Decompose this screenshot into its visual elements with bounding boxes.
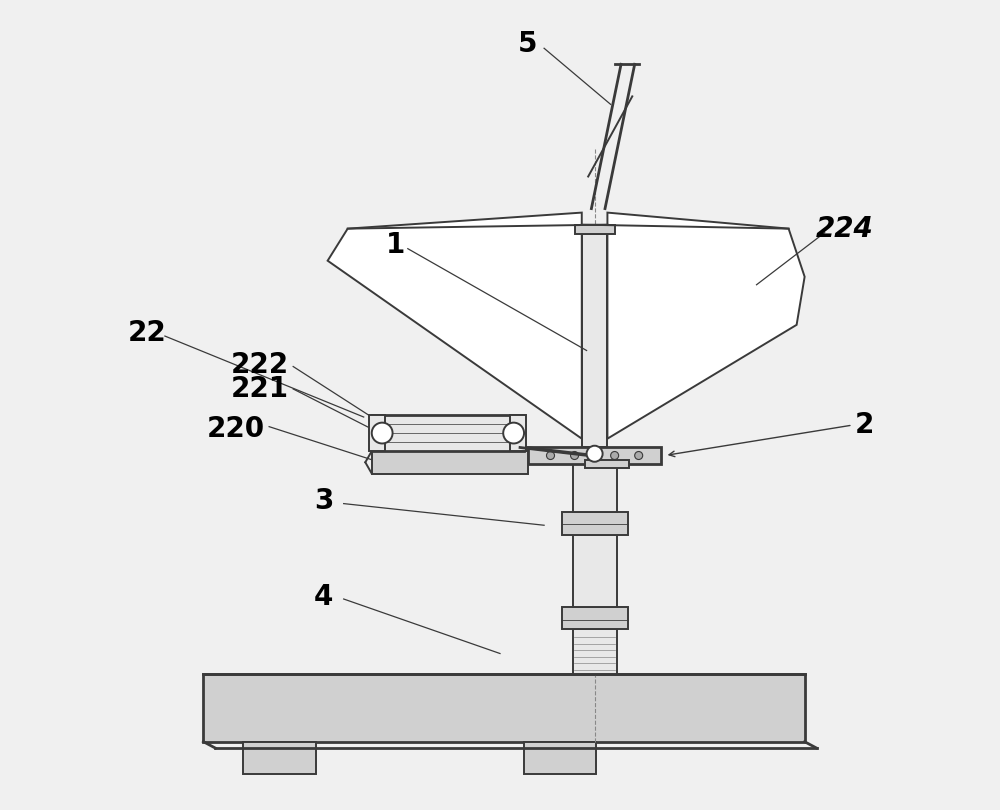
Text: 224: 224	[816, 215, 874, 243]
Bar	[528, 446, 661, 464]
Bar	[573, 464, 617, 513]
Bar	[575, 224, 615, 234]
Text: 222: 222	[230, 351, 289, 379]
Circle shape	[372, 423, 393, 444]
Polygon shape	[328, 212, 582, 439]
Text: 221: 221	[230, 375, 288, 403]
Bar	[573, 535, 617, 607]
Bar	[585, 460, 629, 468]
Text: 3: 3	[314, 487, 333, 515]
Bar	[372, 451, 528, 474]
Bar	[372, 415, 524, 451]
Text: 4: 4	[314, 583, 333, 612]
Bar	[524, 742, 596, 774]
Bar	[562, 607, 628, 629]
Bar	[582, 234, 607, 446]
Bar	[562, 513, 628, 535]
Circle shape	[587, 446, 603, 462]
Text: 22: 22	[128, 319, 167, 347]
Circle shape	[635, 451, 643, 459]
Text: 2: 2	[855, 411, 874, 439]
Circle shape	[611, 451, 619, 459]
Bar	[369, 415, 385, 451]
Circle shape	[546, 451, 555, 459]
Text: 5: 5	[518, 30, 538, 58]
Bar	[203, 674, 805, 742]
Polygon shape	[607, 212, 805, 439]
Bar	[243, 742, 316, 774]
Circle shape	[503, 423, 524, 444]
Bar	[573, 629, 617, 674]
Text: 220: 220	[206, 415, 265, 443]
Circle shape	[571, 451, 579, 459]
Text: 1: 1	[386, 231, 405, 258]
Bar	[510, 415, 526, 451]
